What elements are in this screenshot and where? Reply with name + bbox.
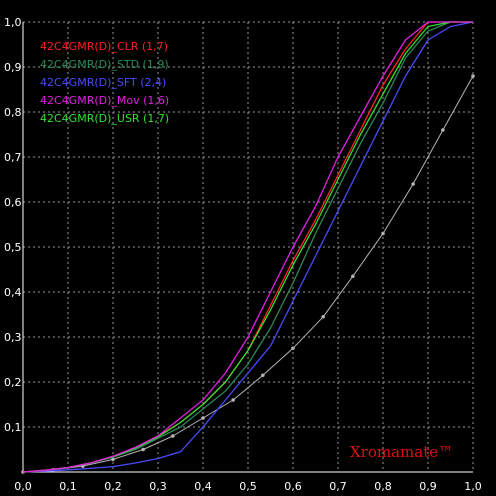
axes xyxy=(22,22,473,473)
x-tick-label: 0,1 xyxy=(59,480,77,493)
y-tick-label: 0,5 xyxy=(4,241,22,254)
legend-entry: 42C4GMR(D)_CLR (1,7) xyxy=(40,40,168,53)
grid xyxy=(23,21,474,472)
y-tick-label: 0,1 xyxy=(4,421,22,434)
x-axis-ticks: 0,0 0,1 0,2 0,3 0,4 0,5 0,6 0,7 0,8 0,9 1,0 xyxy=(14,480,482,493)
series-line-4 xyxy=(22,21,473,473)
watermark-text: Xromamate™ xyxy=(350,443,453,461)
x-tick-label: 0,5 xyxy=(239,480,257,493)
x-tick-label: 0,4 xyxy=(194,480,212,493)
reference-curve-point xyxy=(291,346,295,351)
x-tick-label: 0,2 xyxy=(104,480,122,493)
reference-curve-point xyxy=(471,74,475,78)
legend-entry: 42C4GMR(D)_SFT (2,4) xyxy=(40,76,166,89)
y-axis-ticks: 0,1 0,2 0,3 0,4 0,5 0,6 0,7 0,8 0,9 1,0 xyxy=(4,16,22,434)
x-tick-label: 0,7 xyxy=(329,480,347,493)
reference-curve-point xyxy=(321,314,325,319)
reference-curve-point xyxy=(261,373,265,378)
reference-curve-point xyxy=(201,416,205,420)
reference-curve xyxy=(22,75,474,473)
series-line-3 xyxy=(22,21,474,473)
y-tick-label: 0,2 xyxy=(4,376,22,389)
y-tick-label: 0,7 xyxy=(4,151,22,164)
y-tick-label: 0,6 xyxy=(4,196,22,209)
curves xyxy=(21,21,475,474)
y-tick-label: 0,8 xyxy=(4,106,22,119)
reference-curve-point xyxy=(381,231,385,236)
x-tick-label: 0,8 xyxy=(374,480,392,493)
y-tick-label: 0,9 xyxy=(4,61,22,74)
reference-curve-point xyxy=(351,274,355,279)
x-tick-label: 0,9 xyxy=(419,480,437,493)
reference-curve-point xyxy=(141,447,145,452)
legend-entry: 42C4GMR(D)_STD (1,9) xyxy=(40,58,169,71)
x-tick-label: 1,0 xyxy=(464,480,482,493)
reference-curve-point xyxy=(231,398,235,402)
legend: 42C4GMR(D)_CLR (1,7) 42C4GMR(D)_STD (1,9)… xyxy=(40,40,169,125)
reference-curve-point xyxy=(411,182,415,186)
y-tick-label: 0,4 xyxy=(4,286,22,299)
reference-curve-point xyxy=(441,128,445,132)
reference-curve-point xyxy=(171,434,175,438)
y-tick-label: 1,0 xyxy=(4,16,22,29)
x-tick-label: 0,6 xyxy=(284,480,302,493)
legend-entry: 42C4GMR(D)_Mov (1,6) xyxy=(40,94,169,107)
x-tick-label: 0,3 xyxy=(149,480,167,493)
reference-curve-point xyxy=(111,457,115,462)
y-tick-label: 0,3 xyxy=(4,331,22,344)
x-tick-label: 0,0 xyxy=(14,480,32,493)
legend-entry: 42C4GMR(D)_USR (1,7) xyxy=(40,112,169,125)
